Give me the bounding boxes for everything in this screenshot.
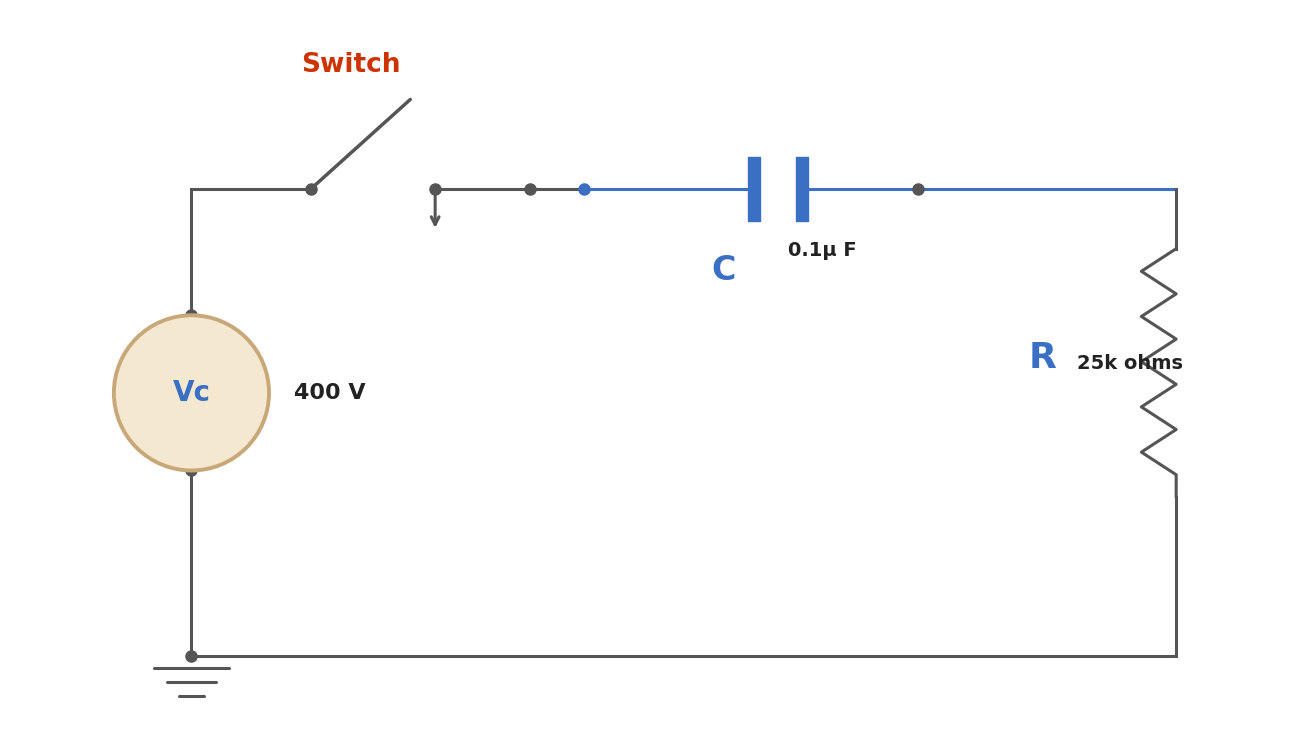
Text: Switch: Switch xyxy=(301,51,400,78)
Text: 25k ohms: 25k ohms xyxy=(1077,354,1182,372)
Text: 400 V: 400 V xyxy=(293,383,366,403)
Circle shape xyxy=(114,316,269,471)
Bar xyxy=(749,157,761,222)
Bar xyxy=(796,157,809,222)
Text: C: C xyxy=(711,254,736,286)
Text: R: R xyxy=(1029,341,1057,375)
Text: Vc: Vc xyxy=(173,379,210,407)
Text: 0.1μ F: 0.1μ F xyxy=(788,241,857,260)
